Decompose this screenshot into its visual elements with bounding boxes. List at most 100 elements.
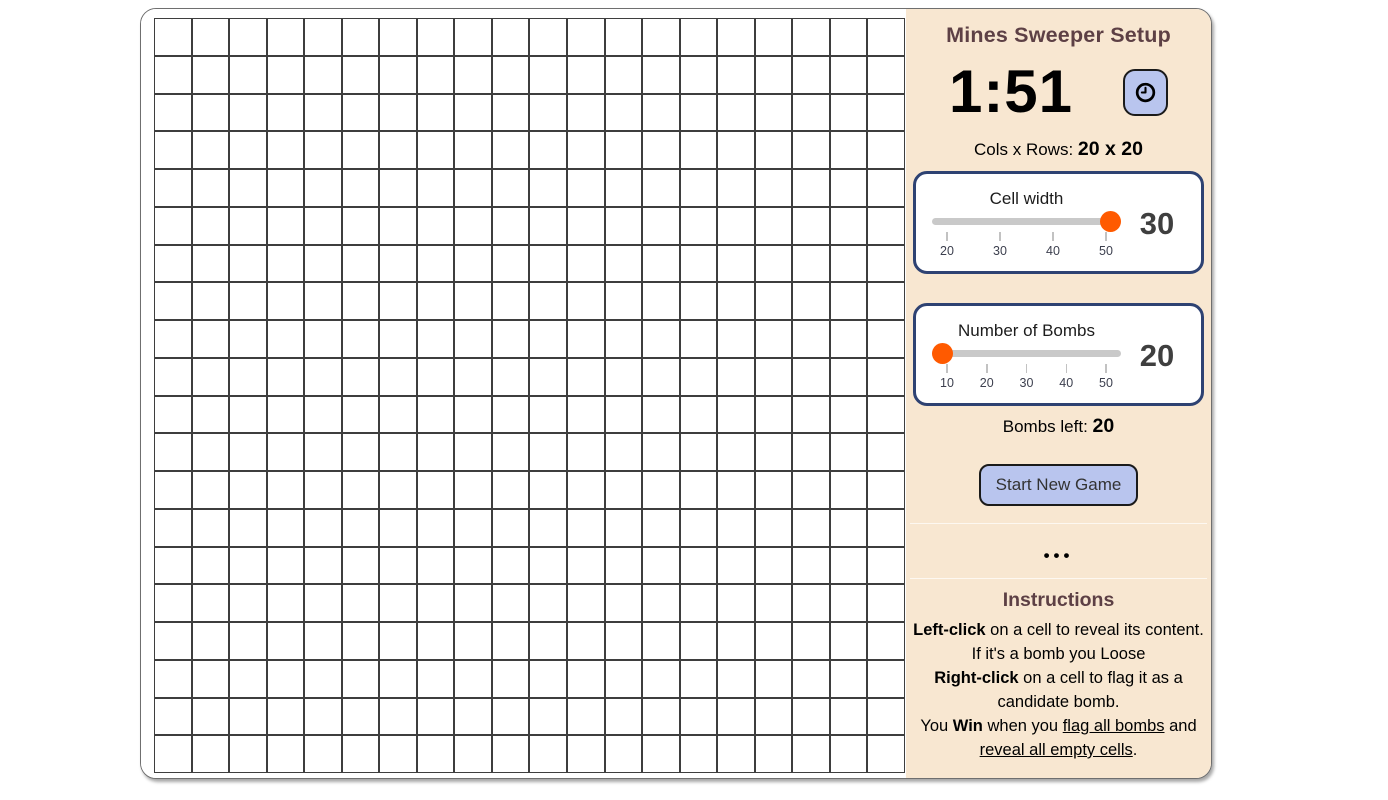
grid-cell[interactable]	[604, 471, 643, 509]
grid-cell[interactable]	[229, 546, 267, 585]
grid-cell[interactable]	[454, 546, 492, 585]
grid-cell[interactable]	[191, 584, 230, 622]
grid-cell[interactable]	[867, 282, 905, 320]
grid-cell[interactable]	[604, 55, 643, 94]
grid-cell[interactable]	[416, 244, 455, 283]
grid-cell[interactable]	[229, 395, 267, 434]
grid-cell[interactable]	[679, 282, 718, 320]
grid-cell[interactable]	[867, 169, 905, 207]
grid-cell[interactable]	[416, 622, 455, 660]
grid-cell[interactable]	[454, 659, 492, 698]
bombs-slider[interactable]	[932, 343, 1121, 364]
grid-cell[interactable]	[341, 282, 380, 320]
grid-cell[interactable]	[567, 131, 605, 169]
grid-cell[interactable]	[642, 169, 680, 207]
grid-cell[interactable]	[829, 18, 868, 56]
grid-cell[interactable]	[567, 433, 605, 471]
grid-cell[interactable]	[379, 622, 417, 660]
grid-cell[interactable]	[829, 282, 868, 320]
grid-cell[interactable]	[491, 584, 530, 622]
grid-cell[interactable]	[792, 735, 830, 773]
grid-cell[interactable]	[829, 584, 868, 622]
grid-cell[interactable]	[529, 18, 568, 56]
grid-cell[interactable]	[567, 546, 605, 585]
grid-cell[interactable]	[829, 697, 868, 736]
grid-cell[interactable]	[154, 546, 192, 585]
grid-cell[interactable]	[229, 659, 267, 698]
grid-cell[interactable]	[491, 320, 530, 358]
grid-cell[interactable]	[341, 320, 380, 358]
grid-cell[interactable]	[754, 131, 793, 169]
grid-cell[interactable]	[792, 395, 830, 434]
grid-cell[interactable]	[191, 622, 230, 660]
grid-cell[interactable]	[829, 622, 868, 660]
grid-cell[interactable]	[266, 282, 305, 320]
grid-cell[interactable]	[491, 93, 530, 132]
grid-cell[interactable]	[829, 169, 868, 207]
grid-cell[interactable]	[642, 93, 680, 132]
grid-cell[interactable]	[229, 244, 267, 283]
grid-cell[interactable]	[529, 55, 568, 94]
grid-cell[interactable]	[867, 55, 905, 94]
grid-cell[interactable]	[642, 131, 680, 169]
grid-cell[interactable]	[604, 433, 643, 471]
grid-cell[interactable]	[867, 206, 905, 245]
grid-cell[interactable]	[416, 395, 455, 434]
grid-cell[interactable]	[754, 244, 793, 283]
grid-cell[interactable]	[529, 169, 568, 207]
grid-cell[interactable]	[341, 131, 380, 169]
grid-cell[interactable]	[491, 622, 530, 660]
grid-cell[interactable]	[304, 93, 342, 132]
grid-cell[interactable]	[304, 131, 342, 169]
grid-cell[interactable]	[341, 546, 380, 585]
grid-cell[interactable]	[567, 659, 605, 698]
grid-cell[interactable]	[229, 584, 267, 622]
grid-cell[interactable]	[491, 697, 530, 736]
grid-cell[interactable]	[341, 735, 380, 773]
grid-cell[interactable]	[454, 320, 492, 358]
timer-toggle-button[interactable]	[1123, 68, 1169, 116]
grid-cell[interactable]	[754, 93, 793, 132]
grid-cell[interactable]	[829, 131, 868, 169]
grid-cell[interactable]	[867, 508, 905, 547]
grid-cell[interactable]	[642, 320, 680, 358]
grid-cell[interactable]	[266, 735, 305, 773]
grid-cell[interactable]	[454, 18, 492, 56]
grid-cell[interactable]	[229, 433, 267, 471]
grid-cell[interactable]	[491, 433, 530, 471]
grid-cell[interactable]	[491, 357, 530, 396]
grid-cell[interactable]	[491, 735, 530, 773]
grid-cell[interactable]	[491, 131, 530, 169]
grid-cell[interactable]	[266, 395, 305, 434]
grid-cell[interactable]	[829, 93, 868, 132]
grid-cell[interactable]	[379, 93, 417, 132]
grid-cell[interactable]	[304, 584, 342, 622]
grid-cell[interactable]	[829, 433, 868, 471]
grid-cell[interactable]	[792, 546, 830, 585]
grid-cell[interactable]	[792, 584, 830, 622]
grid-cell[interactable]	[416, 546, 455, 585]
grid-cell[interactable]	[792, 93, 830, 132]
grid-cell[interactable]	[266, 131, 305, 169]
grid-cell[interactable]	[154, 18, 192, 56]
grid-cell[interactable]	[229, 357, 267, 396]
grid-cell[interactable]	[679, 659, 718, 698]
grid-cell[interactable]	[154, 131, 192, 169]
grid-cell[interactable]	[154, 471, 192, 509]
grid-cell[interactable]	[229, 206, 267, 245]
grid-cell[interactable]	[191, 471, 230, 509]
grid-cell[interactable]	[154, 282, 192, 320]
grid-cell[interactable]	[491, 169, 530, 207]
grid-cell[interactable]	[679, 546, 718, 585]
grid-cell[interactable]	[604, 395, 643, 434]
grid-cell[interactable]	[304, 659, 342, 698]
grid-cell[interactable]	[754, 357, 793, 396]
grid-cell[interactable]	[867, 131, 905, 169]
grid-cell[interactable]	[679, 395, 718, 434]
grid-cell[interactable]	[454, 433, 492, 471]
grid-cell[interactable]	[529, 93, 568, 132]
grid-cell[interactable]	[754, 622, 793, 660]
grid-cell[interactable]	[529, 471, 568, 509]
grid-cell[interactable]	[154, 433, 192, 471]
grid-cell[interactable]	[567, 93, 605, 132]
